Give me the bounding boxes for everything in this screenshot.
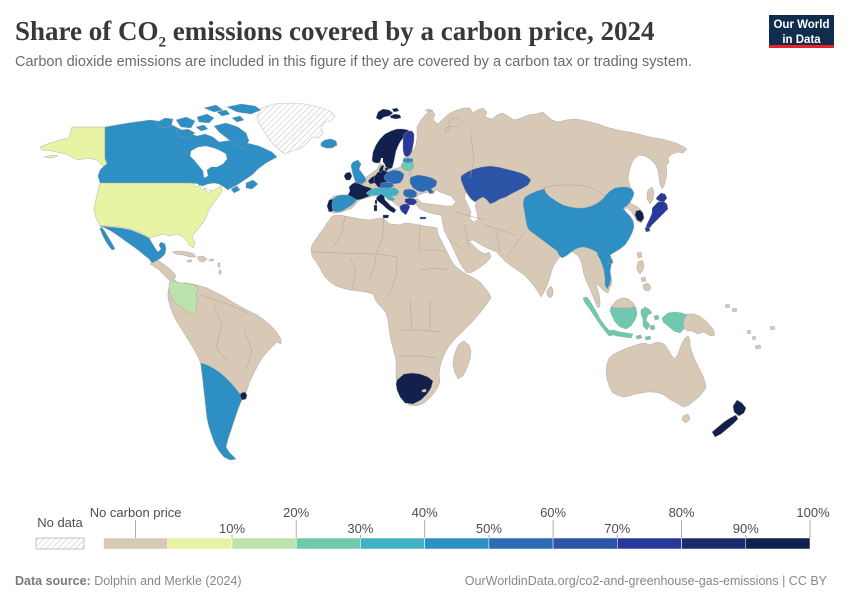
svg-text:90%: 90% xyxy=(733,521,759,536)
svg-text:No data: No data xyxy=(37,515,83,530)
svg-text:20%: 20% xyxy=(283,505,309,520)
svg-text:40%: 40% xyxy=(412,505,438,520)
svg-text:50%: 50% xyxy=(476,521,502,536)
svg-text:70%: 70% xyxy=(604,521,630,536)
svg-text:30%: 30% xyxy=(347,521,373,536)
svg-text:80%: 80% xyxy=(669,505,695,520)
svg-text:10%: 10% xyxy=(219,521,245,536)
svg-text:No carbon price: No carbon price xyxy=(90,505,182,520)
svg-text:60%: 60% xyxy=(540,505,566,520)
svg-text:100%: 100% xyxy=(796,505,830,520)
